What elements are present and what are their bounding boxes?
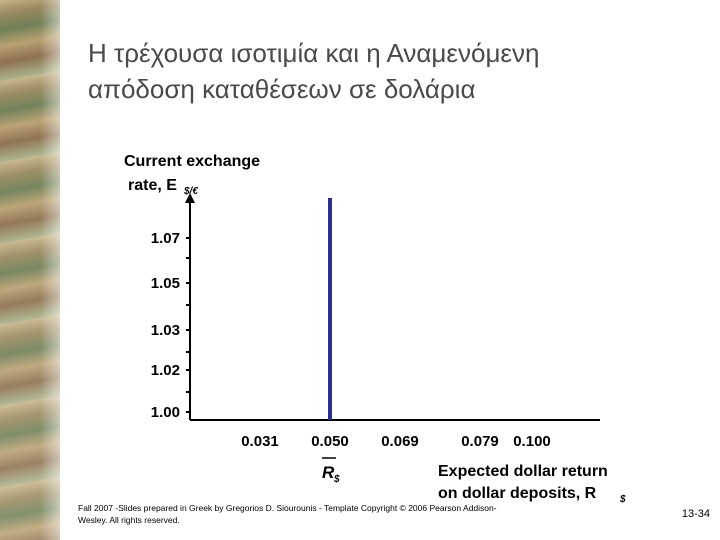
y-tick-label: 1.07 (151, 230, 180, 247)
x-tick-label: 0.100 (513, 433, 551, 450)
footer: Fall 2007 -Slides prepared in Greek by G… (78, 502, 558, 526)
x-axis-label-subscript: $ (619, 494, 626, 505)
y-axis-arrowhead (185, 193, 195, 203)
x-tick-label: 0.050 (311, 433, 349, 450)
y-tick-label: 1.00 (151, 404, 180, 421)
x-axis-label-line1: Expected dollar return (438, 463, 608, 480)
series-label-subscript: $ (333, 474, 340, 485)
x-axis-label-line2: on dollar deposits, R (438, 485, 597, 502)
x-tick-label: 0.079 (461, 433, 499, 450)
y-tick-label: 1.05 (151, 275, 180, 292)
slide-title-line1: Η τρέχουσα ισοτιμία και η Αναμενόμενη (88, 38, 540, 68)
series-label: R (322, 463, 335, 482)
page-number: 13-34 (681, 508, 710, 520)
collage-fade (40, 0, 80, 540)
y-tick-label: 1.03 (151, 322, 180, 339)
footer-line1: Fall 2007 -Slides prepared in Greek by G… (78, 503, 497, 513)
x-tick-label: 0.069 (381, 433, 419, 450)
slide-title-line2: απόδοση καταθέσεων σε δολάρια (88, 74, 476, 104)
y-axis-label-line1: Current exchange (124, 153, 260, 170)
footer-line2: Wesley. All rights reserved. (78, 515, 180, 525)
x-tick-label: 0.031 (241, 433, 279, 450)
y-tick-label: 1.02 (151, 362, 180, 379)
y-axis-label-subscript: $/€ (183, 186, 198, 197)
y-axis-label-line2: rate, E (128, 177, 177, 194)
